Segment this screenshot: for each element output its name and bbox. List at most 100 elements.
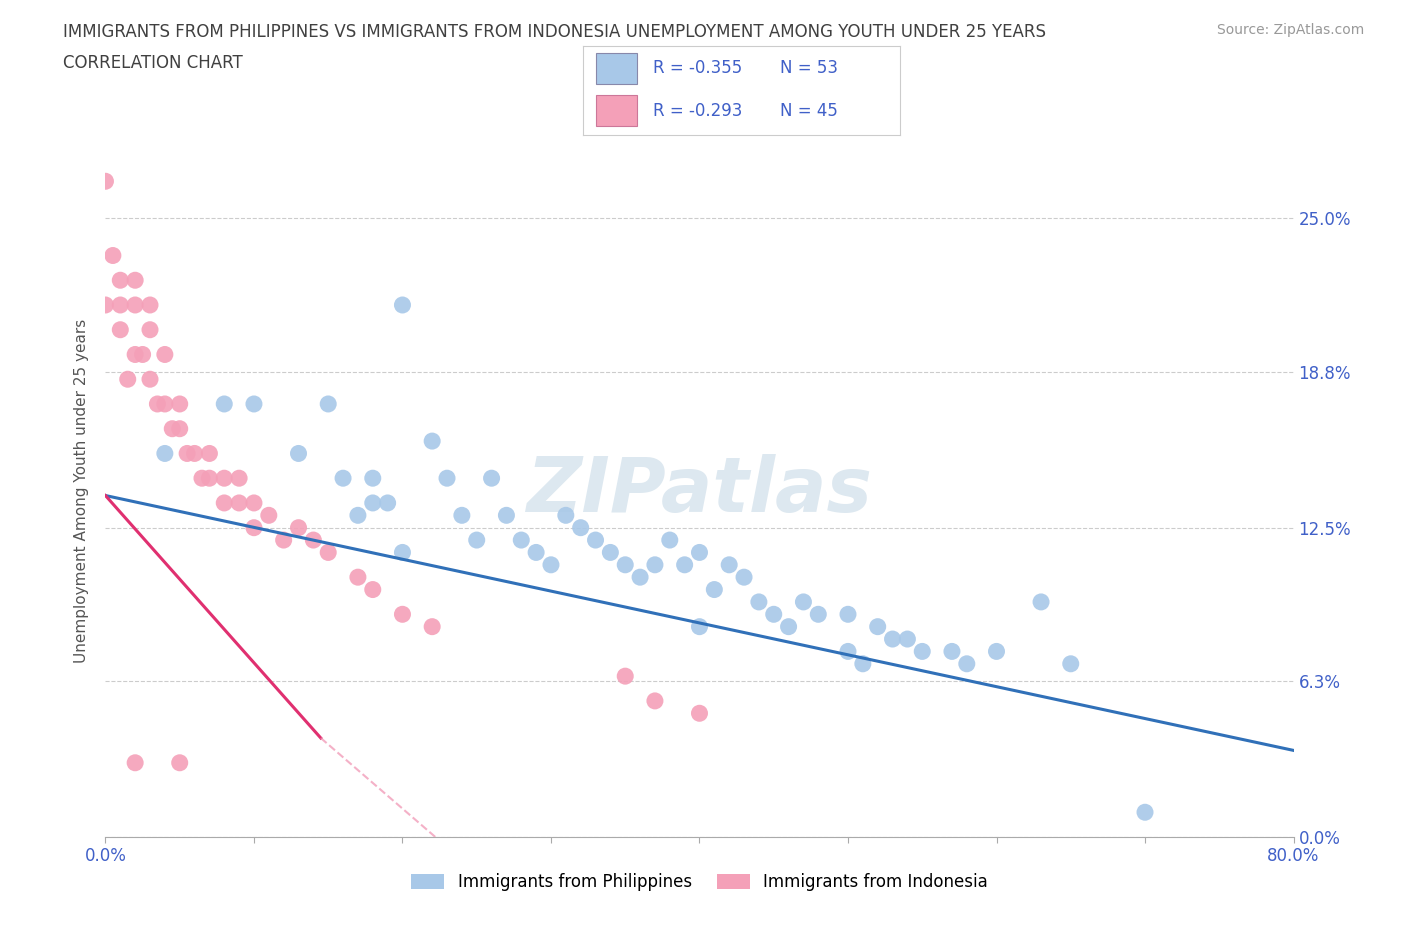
Point <box>436 471 458 485</box>
Point <box>273 533 295 548</box>
Text: Source: ZipAtlas.com: Source: ZipAtlas.com <box>1216 23 1364 37</box>
Point <box>986 644 1008 658</box>
Point <box>1133 804 1156 819</box>
Point <box>153 396 176 411</box>
Point <box>614 557 637 572</box>
Point <box>176 446 198 461</box>
Point <box>228 496 250 511</box>
Point <box>911 644 934 658</box>
Point <box>243 496 266 511</box>
Point <box>510 533 533 548</box>
Text: R = -0.355: R = -0.355 <box>652 60 742 77</box>
Point <box>1029 594 1052 609</box>
Point <box>762 607 785 622</box>
Point <box>941 644 963 658</box>
Point <box>689 545 711 560</box>
Point <box>228 471 250 485</box>
Point <box>481 471 503 485</box>
Point <box>540 557 562 572</box>
Point <box>110 323 132 338</box>
Point <box>1060 657 1083 671</box>
Point <box>316 396 339 411</box>
Point <box>302 533 325 548</box>
Point <box>191 471 214 485</box>
Point <box>169 755 191 770</box>
Text: IMMIGRANTS FROM PHILIPPINES VS IMMIGRANTS FROM INDONESIA UNEMPLOYMENT AMONG YOUT: IMMIGRANTS FROM PHILIPPINES VS IMMIGRANT… <box>63 23 1046 41</box>
Text: R = -0.293: R = -0.293 <box>652 101 742 120</box>
Point <box>361 496 384 511</box>
Text: N = 53: N = 53 <box>779 60 838 77</box>
Point <box>778 619 800 634</box>
Point <box>792 594 814 609</box>
Point <box>117 372 139 387</box>
Point <box>162 421 184 436</box>
Point <box>852 657 875 671</box>
Point <box>198 446 221 461</box>
Point <box>361 471 384 485</box>
Point <box>524 545 547 560</box>
Point <box>703 582 725 597</box>
Point <box>599 545 621 560</box>
Text: N = 45: N = 45 <box>779 101 838 120</box>
Point <box>748 594 770 609</box>
Point <box>718 557 741 572</box>
Point <box>733 570 755 585</box>
Point <box>658 533 681 548</box>
Point <box>882 631 904 646</box>
Point <box>391 298 413 312</box>
Point <box>169 421 191 436</box>
Point <box>644 694 666 709</box>
Point <box>450 508 472 523</box>
Point <box>837 607 859 622</box>
Point <box>391 545 413 560</box>
Text: ZIPatlas: ZIPatlas <box>526 454 873 527</box>
Point <box>139 298 162 312</box>
Point <box>332 471 354 485</box>
Point <box>361 582 384 597</box>
Point <box>316 545 339 560</box>
Point <box>347 570 370 585</box>
Point <box>94 298 117 312</box>
Point <box>807 607 830 622</box>
Bar <box>596 95 637 126</box>
Point <box>391 607 413 622</box>
Bar <box>596 53 637 84</box>
Point <box>673 557 696 572</box>
Point <box>124 298 146 312</box>
Point <box>124 272 146 287</box>
Legend: Immigrants from Philippines, Immigrants from Indonesia: Immigrants from Philippines, Immigrants … <box>404 867 995 898</box>
Point <box>110 298 132 312</box>
Point <box>146 396 169 411</box>
Point <box>243 520 266 535</box>
Point <box>139 323 162 338</box>
Point <box>169 396 191 411</box>
Point <box>214 496 236 511</box>
Point <box>896 631 918 646</box>
Point <box>569 520 592 535</box>
Point <box>495 508 517 523</box>
Point <box>101 248 124 263</box>
Point <box>110 272 132 287</box>
Point <box>465 533 488 548</box>
Point <box>257 508 280 523</box>
Point <box>214 396 236 411</box>
Point <box>377 496 399 511</box>
Point <box>420 433 443 448</box>
Point <box>124 347 146 362</box>
Point <box>585 533 607 548</box>
Point <box>287 446 309 461</box>
Point <box>153 446 176 461</box>
Point <box>614 669 637 684</box>
Point <box>689 706 711 721</box>
Point <box>628 570 651 585</box>
Point <box>554 508 576 523</box>
Point <box>644 557 666 572</box>
Point <box>347 508 370 523</box>
Text: CORRELATION CHART: CORRELATION CHART <box>63 54 243 72</box>
Point <box>420 619 443 634</box>
Point <box>198 471 221 485</box>
Y-axis label: Unemployment Among Youth under 25 years: Unemployment Among Youth under 25 years <box>75 318 90 663</box>
Point <box>287 520 309 535</box>
Point <box>956 657 979 671</box>
Point <box>153 347 176 362</box>
